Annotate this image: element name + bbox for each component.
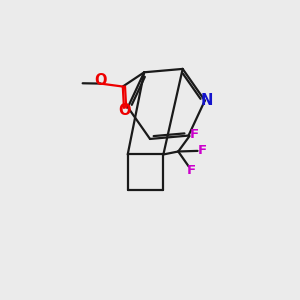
Text: F: F (198, 144, 207, 158)
Text: O: O (118, 103, 130, 118)
Text: F: F (190, 128, 199, 141)
Text: F: F (187, 164, 196, 177)
Text: O: O (94, 73, 107, 88)
Text: N: N (200, 93, 213, 108)
